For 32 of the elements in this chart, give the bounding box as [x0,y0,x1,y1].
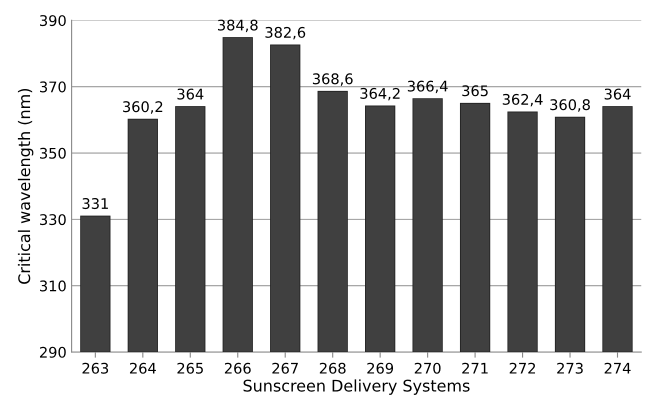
x-tick-label: 272 [510,362,536,374]
x-tick-label: 268 [320,362,346,374]
y-tick-label: 370 [40,81,66,92]
x-tick-label: 264 [130,362,156,374]
y-axis-title: Critical wavelength (nm) [18,88,34,284]
x-tick-label: 274 [604,362,631,374]
x-tick-label: 270 [414,362,441,374]
data-label: 384,8 [218,20,258,32]
data-label: 364 [604,88,631,100]
x-tick-label: 263 [82,362,108,374]
x-tick-label: 273 [557,362,583,374]
data-label: 366,4 [408,80,448,94]
data-label: 382,6 [265,26,306,40]
x-tick-label: 269 [367,362,394,374]
y-tick-label: 290 [40,346,66,358]
data-label: 360,8 [550,99,590,112]
y-tick-label: 310 [40,280,66,292]
x-tick-label: 265 [177,362,203,374]
data-label: 362,4 [502,94,543,106]
data-label: 368,6 [312,73,353,86]
x-tick-label: 267 [272,362,298,374]
y-tick-label: 350 [40,148,66,159]
y-tick-label: 390 [40,15,66,26]
x-axis-title: Sunscreen Delivery Systems [244,379,470,395]
x-tick-label: 271 [462,362,488,374]
data-label: 365 [462,85,488,96]
x-tick-label: 266 [224,362,251,374]
data-label: 331 [82,198,108,210]
data-label: 364 [177,88,204,100]
data-label: 364,2 [360,88,400,100]
data-label: 360,2 [123,101,162,114]
y-tick-label: 330 [40,214,66,226]
